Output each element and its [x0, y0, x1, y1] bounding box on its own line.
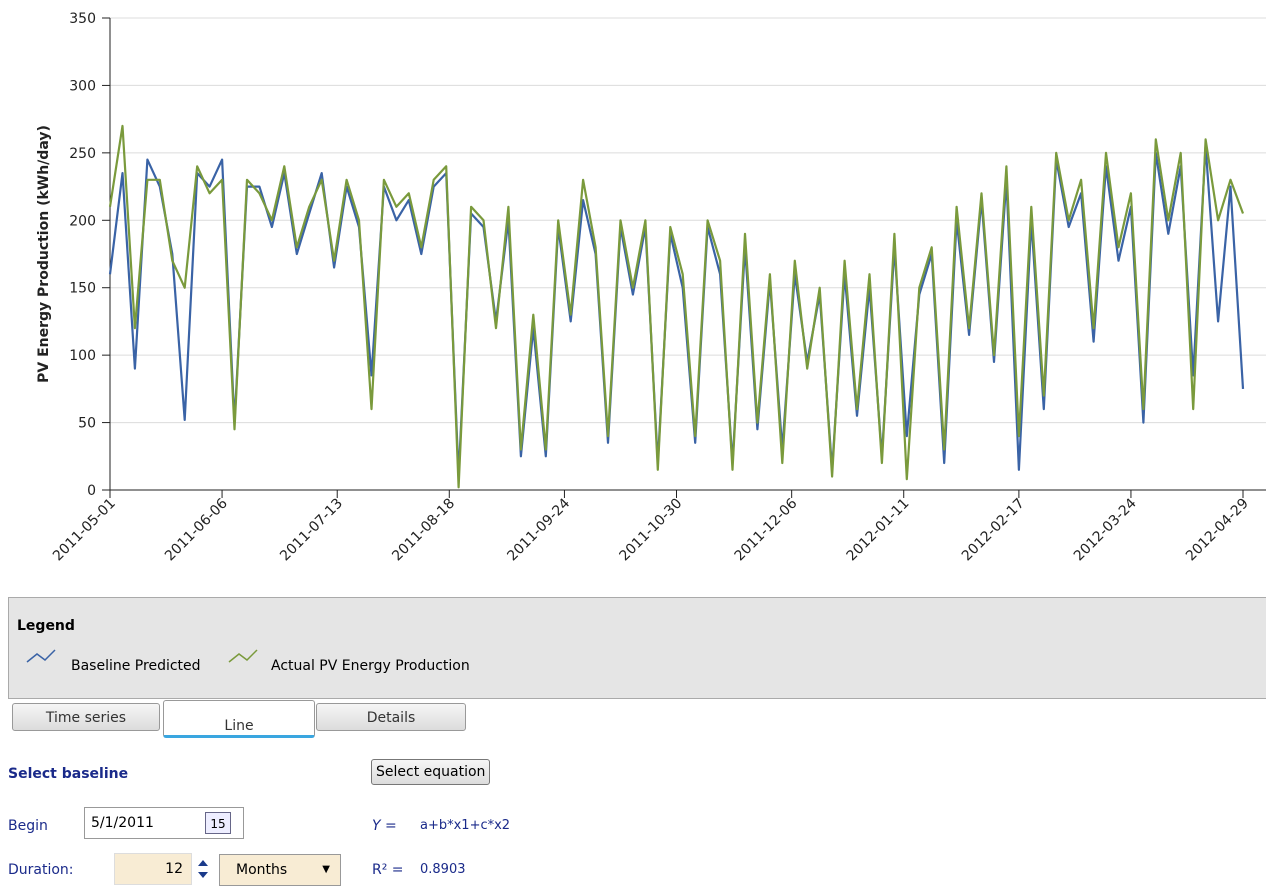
begin-label: Begin — [8, 818, 48, 834]
calendar-button[interactable]: 15 — [205, 812, 231, 834]
y-tick-label: 150 — [69, 281, 96, 297]
legend-swatch — [26, 649, 56, 663]
y-tick-label: 200 — [69, 213, 96, 229]
x-tick-label: 2011-09-24 — [504, 495, 573, 564]
legend: Legend Baseline Predicted Actual PV Ener… — [8, 597, 1266, 699]
chart: PV Energy Production (kWh/day) 0 50 100 150… — [36, 11, 1266, 565]
duration-value: 12 — [165, 861, 183, 877]
legend-entry: Actual PV Energy Production — [271, 658, 470, 674]
y-tick-label: 100 — [69, 348, 96, 364]
series-line — [108, 145, 1245, 478]
equation-button[interactable]: Select equation — [371, 759, 491, 785]
x-tick-label: 2011-07-13 — [277, 496, 346, 565]
y-axis-label: PV Energy Production (kWh/day) — [36, 125, 52, 383]
x-tick-label: 2012-02-17 — [959, 496, 1028, 565]
unit-dropdown[interactable]: Months ▼ — [219, 854, 341, 886]
tab-selected[interactable]: Line — [163, 700, 315, 738]
x-tick-label: 2011-05-01 — [50, 496, 119, 565]
tab[interactable]: Details — [316, 703, 466, 731]
y-tick-label: 350 — [69, 11, 96, 27]
x-tick-label: 2012-04-29 — [1183, 496, 1252, 565]
legend-title: Legend — [17, 618, 75, 634]
x-tick-label: 2012-03-24 — [1071, 495, 1140, 564]
x-tick-label: 2011-10-30 — [616, 496, 685, 565]
y-tick-label: 250 — [69, 146, 96, 162]
x-tick-label: 2011-08-18 — [389, 496, 458, 565]
duration-label: Duration: — [8, 862, 74, 878]
duration-input[interactable]: 12 — [114, 853, 192, 885]
y-tick-label: 300 — [69, 78, 96, 94]
section-title: Select baseline — [8, 766, 129, 782]
legend-entry: Baseline Predicted — [71, 658, 201, 674]
equation: a+b*x1+c*x2 — [420, 818, 511, 833]
date-value: 5/1/2011 — [91, 815, 154, 831]
y-tick-label: 0 — [87, 483, 96, 499]
y-label: Y = — [372, 818, 397, 834]
x-tick-label: 2011-12-06 — [732, 495, 801, 564]
series-line — [108, 124, 1245, 489]
legend-swatch — [228, 649, 258, 663]
y-tick-label: 50 — [78, 416, 96, 432]
tab[interactable]: Time series — [12, 703, 160, 731]
unit-value: Months — [236, 862, 288, 878]
x-tick-label: 2011-06-06 — [162, 495, 231, 564]
x-tick-label: 2012-01-11 — [844, 496, 913, 565]
r2-value: 0.8903 — [420, 862, 466, 877]
r2-label: R² = — [372, 862, 404, 878]
spinner[interactable] — [197, 858, 209, 880]
